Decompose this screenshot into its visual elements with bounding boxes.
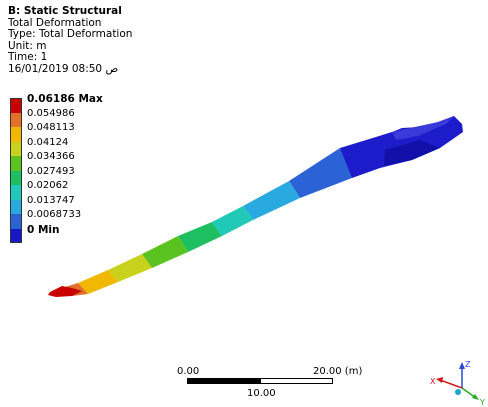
x-axis-label: X — [430, 377, 436, 386]
legend-label: 0.054986 — [27, 107, 75, 119]
legend-label: 0.027493 — [27, 165, 75, 177]
blade-segment-0.0069 — [289, 148, 352, 198]
blade-root-highlight — [392, 116, 454, 140]
blade-tip-max — [48, 286, 82, 297]
result-name: Total Deformation — [8, 16, 102, 29]
result-type: Type: Total Deformation — [8, 28, 133, 41]
result-time: Time: 1 — [8, 51, 48, 64]
analysis-title: B: Static Structural — [8, 5, 122, 17]
legend-label: 0.04124 — [27, 136, 69, 148]
legend-frame — [10, 98, 22, 243]
y-axis-label: Y — [479, 398, 485, 407]
scale-mid-label: 10.00 — [247, 388, 276, 399]
legend-label: 0.0068733 — [27, 209, 82, 220]
blade-root-shading — [384, 140, 440, 166]
legend-label: 0 Min — [27, 223, 60, 236]
coordinate-triad[interactable]: Z X Y — [428, 358, 488, 407]
blade-segment-0.0344 — [142, 236, 188, 268]
legend-label: 0.02062 — [27, 180, 69, 191]
legend-label: 0.034366 — [27, 151, 75, 162]
scale-bar: 0.00 20.00 (m) 10.00 — [175, 366, 375, 406]
legend-label: 0.048113 — [27, 122, 75, 133]
blade-segment-0.0481 — [78, 270, 118, 294]
result-date: 16/01/2019 08:50 ص — [8, 62, 119, 75]
scale-bar-filled — [187, 378, 260, 384]
scale-left-label: 0.00 — [177, 366, 200, 377]
result-unit: Unit: m — [8, 39, 47, 52]
legend-label: 0.06186 Max — [27, 93, 103, 105]
blade-segment-0.0206 — [212, 206, 253, 236]
blade-segment-0.0412 — [108, 254, 152, 282]
legend-label: 0.013747 — [27, 194, 75, 206]
blade-segment-0.0137 — [243, 181, 300, 220]
scale-bar-empty — [260, 378, 333, 384]
blade-segment-0.0275 — [178, 222, 222, 252]
z-axis-label: Z — [465, 360, 471, 369]
result-header: B: Static Structural Total Deformation T… — [8, 5, 133, 76]
scale-right-label: 20.00 (m) — [313, 366, 363, 377]
